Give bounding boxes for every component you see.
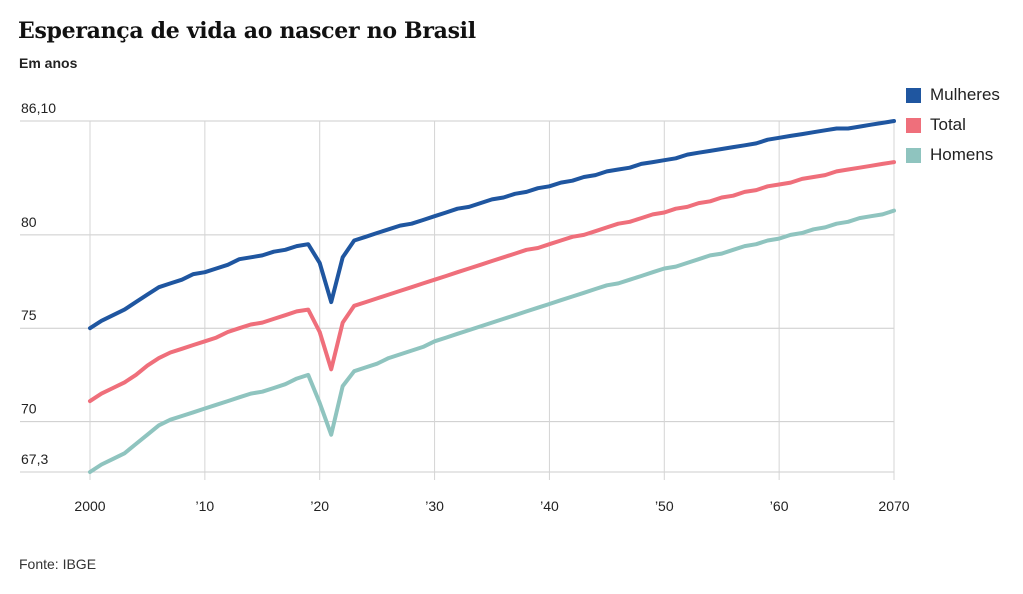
x-tick-label: ’40: [540, 498, 559, 514]
y-tick-label: 75: [21, 307, 37, 323]
legend-item-mulheres: Mulheres: [906, 80, 1000, 110]
x-tick-label: ’30: [425, 498, 444, 514]
grid: [20, 120, 895, 480]
x-tick-label: ’60: [770, 498, 789, 514]
legend-swatch: [906, 87, 921, 103]
legend-label: Homens: [930, 145, 994, 164]
series-line-homens: [88, 208, 896, 474]
x-tick-label: ’20: [310, 498, 329, 514]
series-lines: [88, 119, 896, 474]
x-tick-label: ’10: [196, 498, 215, 514]
legend-swatch: [906, 147, 921, 163]
x-tick-label: 2000: [74, 498, 105, 514]
y-tick-label: 86,10: [21, 100, 56, 116]
y-tick-label: 80: [21, 214, 37, 230]
x-tick-label: ’50: [655, 498, 674, 514]
legend-label: Mulheres: [930, 85, 1000, 104]
source-note: Fonte: IBGE: [19, 556, 97, 572]
chart-title: Esperança de vida ao nascer no Brasil: [18, 18, 476, 44]
legend-swatch: [906, 117, 921, 133]
series-line-total: [88, 160, 896, 404]
legend-item-homens: Homens: [906, 140, 1000, 170]
x-axis-labels: 2000 ’10 ’20 ’30 ’40 ’50 ’60 2070: [74, 498, 909, 514]
legend-label: Total: [930, 115, 966, 134]
legend: Mulheres Total Homens: [906, 80, 1000, 170]
y-tick-label: 67,3: [21, 451, 48, 467]
y-tick-label: 70: [21, 401, 37, 417]
chart-subtitle: Em anos: [19, 55, 78, 71]
x-tick-label: 2070: [878, 498, 909, 514]
series-line-mulheres: [88, 119, 896, 331]
legend-item-total: Total: [906, 110, 1000, 140]
y-axis-labels: 86,10 80 75 70 67,3: [21, 100, 56, 467]
